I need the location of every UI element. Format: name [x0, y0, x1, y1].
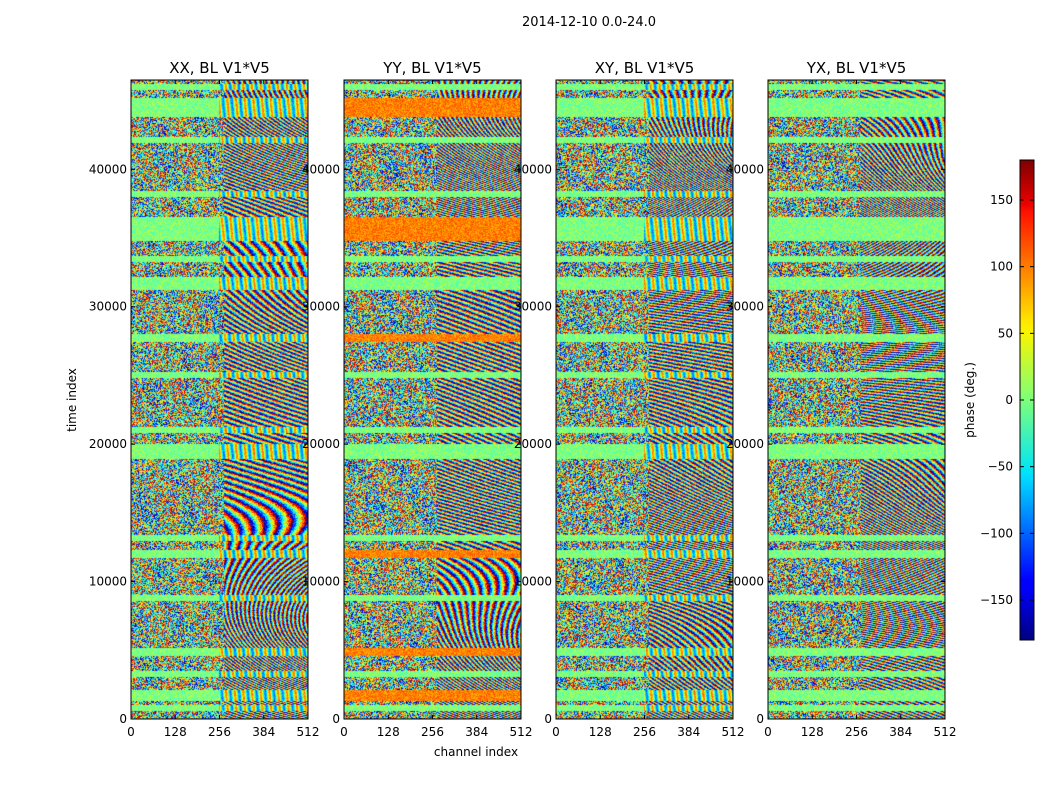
y-tick-label: 40000 [302, 162, 340, 176]
y-tick-label: 0 [119, 712, 127, 726]
x-tick-label: 256 [208, 725, 231, 739]
x-tick-label: 0 [764, 725, 772, 739]
y-tick-label: 20000 [302, 437, 340, 451]
x-tick-label: 128 [164, 725, 187, 739]
panel-title: XY, BL V1*V5 [595, 59, 695, 77]
y-tick-label: 20000 [726, 437, 764, 451]
x-tick-label: 512 [510, 725, 533, 739]
y-tick-label: 20000 [514, 437, 552, 451]
y-tick-label: 30000 [89, 300, 127, 314]
y-tick-label: 0 [756, 712, 764, 726]
panel-title: YY, BL V1*V5 [382, 59, 481, 77]
x-tick-label: 384 [465, 725, 488, 739]
panels: XX, BL V1*V5 0 128 256 384 512 0 10000 20000 3000… [89, 59, 957, 739]
y-tick-label: 40000 [726, 162, 764, 176]
colorbar-tick-label: 0 [1005, 393, 1013, 407]
x-tick-label: 128 [589, 725, 612, 739]
y-tick-label: 0 [332, 712, 340, 726]
colorbar-tick-label: −50 [988, 460, 1013, 474]
colorbar-ticks: 150 100 50 0 −50 −100 −150 [980, 193, 1034, 607]
colorbar-tick-label: 100 [990, 260, 1013, 274]
y-tick-label: 10000 [302, 575, 340, 589]
phase-heatmap [556, 80, 733, 719]
panel-3: XY, BL V1*V5 0 128 256 384 512 0 10000 20000 3000… [514, 59, 745, 739]
x-tick-label: 256 [845, 725, 868, 739]
panel-2: YY, BL V1*V5 0 128 256 384 512 0 10000 20000 3000… [302, 59, 533, 739]
panel-title: YX, BL V1*V5 [806, 59, 907, 77]
colorbar-tick-label: 50 [998, 326, 1013, 340]
y-tick-label: 20000 [89, 437, 127, 451]
x-tick-label: 128 [377, 725, 400, 739]
colorbar-tick-label: −100 [980, 526, 1013, 540]
x-axis-label: channel index [434, 745, 518, 759]
panel-1: XX, BL V1*V5 0 128 256 384 512 0 10000 20000 3000… [89, 59, 320, 739]
x-tick-label: 0 [127, 725, 135, 739]
x-tick-label: 128 [801, 725, 824, 739]
x-tick-label: 512 [722, 725, 745, 739]
y-tick-label: 40000 [89, 162, 127, 176]
y-tick-label: 30000 [514, 300, 552, 314]
x-tick-label: 512 [934, 725, 957, 739]
y-tick-label: 10000 [89, 575, 127, 589]
y-tick-label: 30000 [302, 300, 340, 314]
x-tick-label: 384 [677, 725, 700, 739]
phase-heatmap [344, 80, 521, 719]
colorbar-tick-label: 150 [990, 193, 1013, 207]
x-tick-label: 384 [252, 725, 275, 739]
y-tick-label: 10000 [726, 575, 764, 589]
phase-heatmap [768, 80, 945, 719]
y-tick-label: 40000 [514, 162, 552, 176]
x-tick-label: 0 [552, 725, 560, 739]
colorbar-label: phase (deg.) [963, 362, 977, 438]
colorbar-tick-label: −150 [980, 593, 1013, 607]
panel-title: XX, BL V1*V5 [169, 59, 270, 77]
y-axis-label: time index [65, 368, 79, 432]
x-tick-label: 384 [889, 725, 912, 739]
x-tick-label: 256 [421, 725, 444, 739]
y-tick-label: 10000 [514, 575, 552, 589]
x-tick-label: 256 [633, 725, 656, 739]
x-tick-label: 512 [297, 725, 320, 739]
figure-suptitle: 2014-12-10 0.0-24.0 [522, 15, 656, 30]
phase-heatmap [131, 80, 308, 719]
x-tick-label: 0 [340, 725, 348, 739]
colorbar: 150 100 50 0 −50 −100 −150 phase (deg.) [963, 159, 1035, 641]
y-tick-label: 0 [544, 712, 552, 726]
y-tick-label: 30000 [726, 300, 764, 314]
panel-4: YX, BL V1*V5 0 128 256 384 512 0 10000 20000 3000… [726, 59, 957, 739]
